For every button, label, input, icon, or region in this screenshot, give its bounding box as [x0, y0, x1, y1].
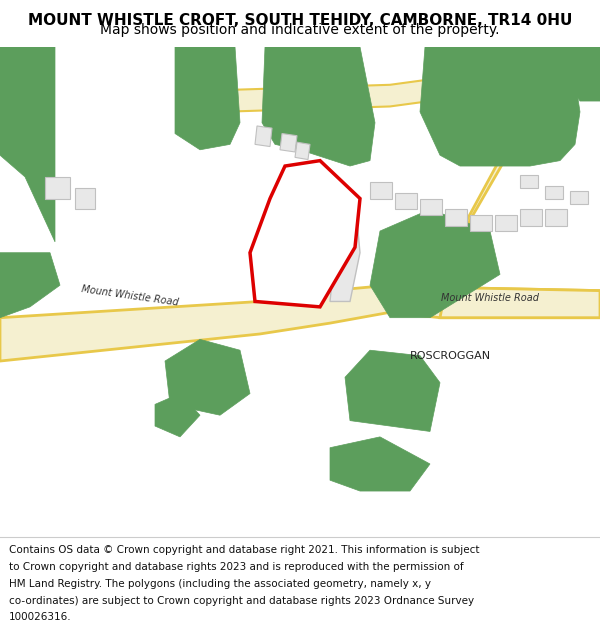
- Polygon shape: [565, 47, 600, 101]
- Text: MOUNT WHISTLE CROFT, SOUTH TEHIDY, CAMBORNE, TR14 0HU: MOUNT WHISTLE CROFT, SOUTH TEHIDY, CAMBO…: [28, 13, 572, 28]
- Text: HM Land Registry. The polygons (including the associated geometry, namely x, y: HM Land Registry. The polygons (includin…: [9, 579, 431, 589]
- Polygon shape: [0, 47, 55, 242]
- Polygon shape: [330, 199, 360, 301]
- Polygon shape: [45, 177, 70, 199]
- Polygon shape: [180, 74, 510, 112]
- Text: Contains OS data © Crown copyright and database right 2021. This information is : Contains OS data © Crown copyright and d…: [9, 545, 479, 555]
- Polygon shape: [330, 437, 430, 491]
- Polygon shape: [440, 47, 600, 318]
- Polygon shape: [420, 199, 442, 215]
- Text: Mount Whistle Road: Mount Whistle Road: [81, 284, 179, 308]
- Polygon shape: [155, 394, 200, 437]
- Text: Map shows position and indicative extent of the property.: Map shows position and indicative extent…: [100, 22, 500, 36]
- Polygon shape: [175, 47, 240, 150]
- Polygon shape: [520, 175, 538, 188]
- Polygon shape: [495, 215, 517, 231]
- Text: ROSCROGGAN: ROSCROGGAN: [409, 351, 491, 361]
- Polygon shape: [520, 209, 542, 226]
- Polygon shape: [480, 47, 555, 96]
- Text: 100026316.: 100026316.: [9, 612, 71, 622]
- Polygon shape: [370, 209, 500, 318]
- Polygon shape: [165, 339, 250, 415]
- Text: co-ordinates) are subject to Crown copyright and database rights 2023 Ordnance S: co-ordinates) are subject to Crown copyr…: [9, 596, 474, 606]
- Polygon shape: [262, 47, 375, 166]
- Polygon shape: [445, 209, 467, 226]
- Polygon shape: [250, 161, 360, 307]
- Polygon shape: [0, 285, 600, 361]
- Polygon shape: [255, 126, 272, 146]
- Polygon shape: [370, 182, 392, 199]
- Polygon shape: [295, 142, 310, 159]
- Polygon shape: [0, 253, 60, 318]
- Polygon shape: [420, 47, 580, 166]
- Text: Mount Whistle Road: Mount Whistle Road: [441, 293, 539, 303]
- Polygon shape: [545, 186, 563, 199]
- Polygon shape: [280, 134, 297, 152]
- Polygon shape: [470, 215, 492, 231]
- Polygon shape: [545, 209, 567, 226]
- Polygon shape: [345, 350, 440, 431]
- Polygon shape: [570, 191, 588, 204]
- Polygon shape: [395, 193, 417, 209]
- Polygon shape: [75, 188, 95, 209]
- Text: to Crown copyright and database rights 2023 and is reproduced with the permissio: to Crown copyright and database rights 2…: [9, 562, 464, 572]
